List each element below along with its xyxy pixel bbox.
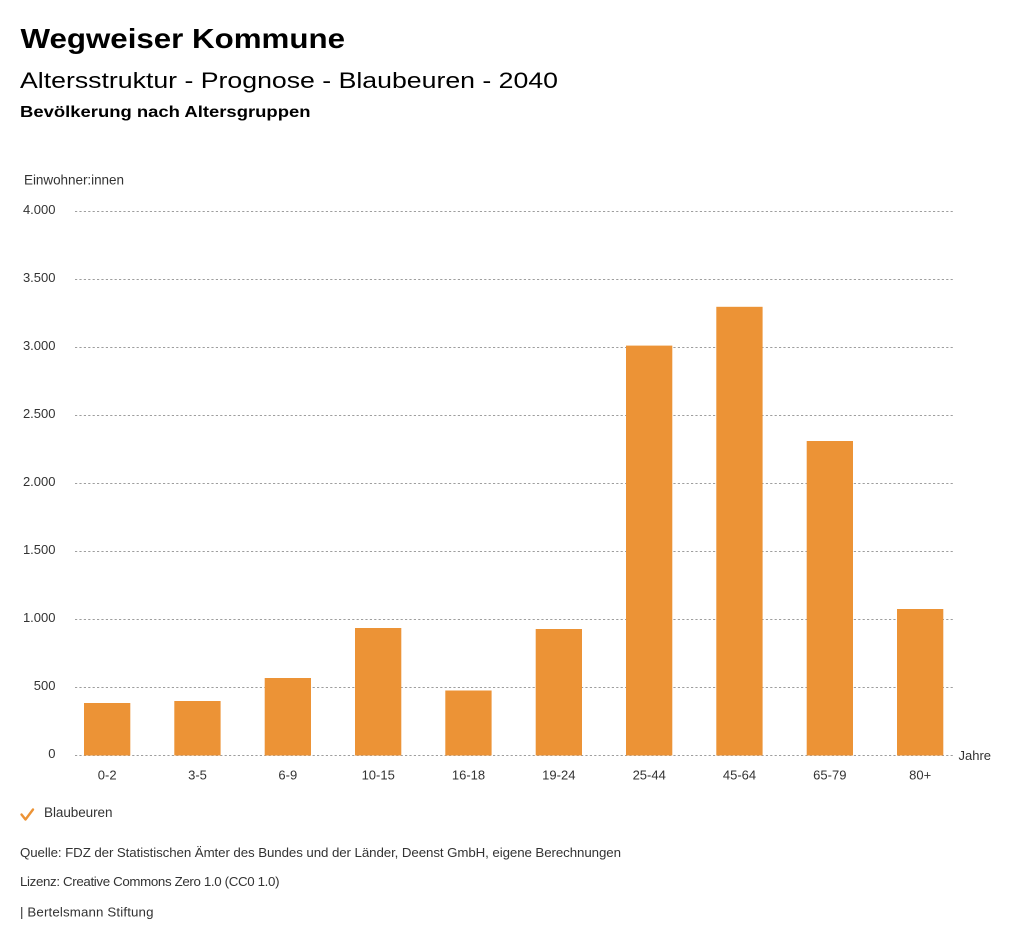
svg-text:45-64: 45-64: [723, 768, 756, 783]
svg-text:1.500: 1.500: [23, 542, 56, 557]
svg-text:6-9: 6-9: [278, 768, 297, 783]
svg-text:3.000: 3.000: [23, 338, 56, 353]
svg-text:500: 500: [34, 678, 56, 693]
svg-text:19-24: 19-24: [542, 768, 575, 783]
svg-text:3-5: 3-5: [188, 768, 207, 783]
svg-text:4.000: 4.000: [23, 202, 56, 217]
svg-text:Blaubeuren: Blaubeuren: [44, 805, 113, 820]
svg-text:Altersstruktur - Prognose - Bl: Altersstruktur - Prognose - Blaubeuren -…: [20, 68, 558, 93]
svg-text:0: 0: [48, 746, 55, 761]
svg-text:2.500: 2.500: [23, 406, 56, 421]
svg-text:2.000: 2.000: [23, 474, 56, 489]
svg-text:Jahre: Jahre: [959, 748, 992, 763]
svg-text:3.500: 3.500: [23, 270, 56, 285]
svg-text:25-44: 25-44: [633, 768, 666, 783]
svg-text:10-15: 10-15: [362, 768, 395, 783]
svg-text:1.000: 1.000: [23, 610, 56, 625]
svg-text:| Bertelsmann Stiftung: | Bertelsmann Stiftung: [20, 905, 154, 920]
svg-text:Lizenz: Creative Commons Zero: Lizenz: Creative Commons Zero 1.0 (CC0 1…: [20, 874, 280, 889]
svg-text:65-79: 65-79: [813, 768, 846, 783]
svg-text:Bevölkerung nach Altersgruppen: Bevölkerung nach Altersgruppen: [20, 104, 311, 121]
svg-text:Einwohner:innen: Einwohner:innen: [24, 173, 124, 188]
svg-text:0-2: 0-2: [98, 768, 117, 783]
svg-text:Quelle: FDZ der Statistischen: Quelle: FDZ der Statistischen Ämter des …: [20, 845, 621, 860]
svg-text:16-18: 16-18: [452, 768, 485, 783]
svg-text:Wegweiser Kommune: Wegweiser Kommune: [21, 23, 345, 54]
svg-text:80+: 80+: [909, 768, 931, 783]
